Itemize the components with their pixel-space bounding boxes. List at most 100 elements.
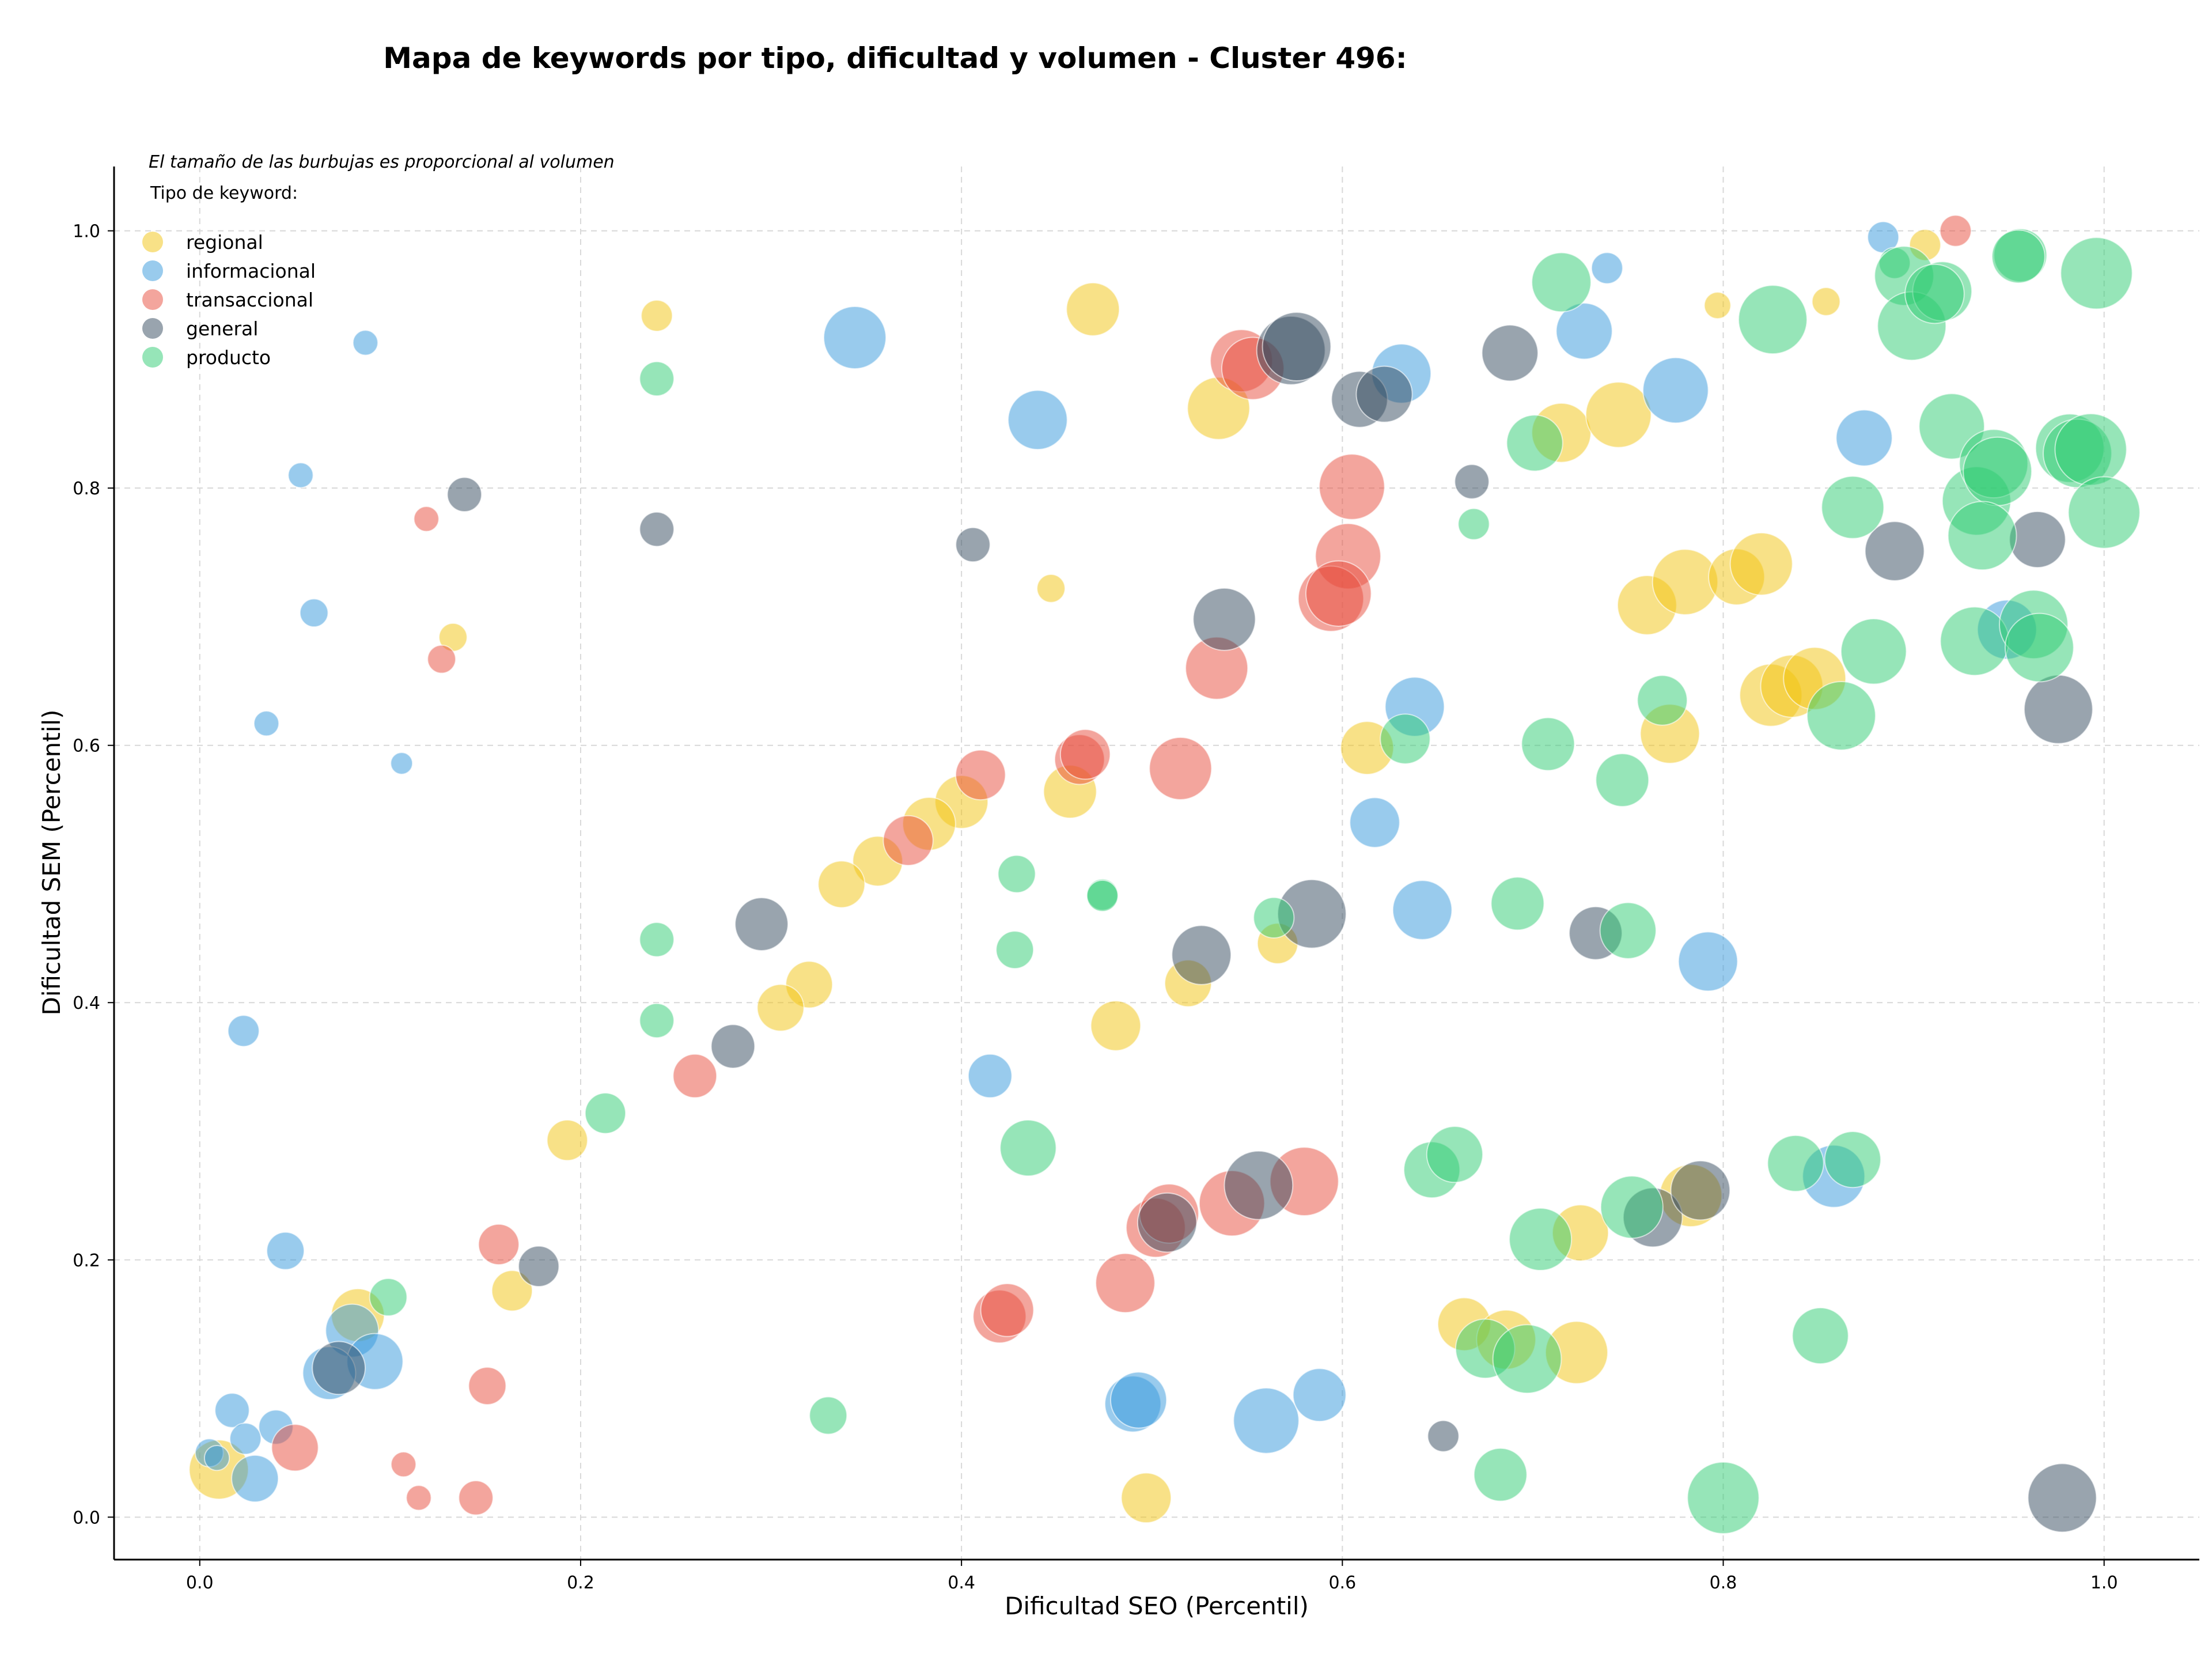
legend-marker-transaccional bbox=[142, 289, 163, 310]
transaccional-point bbox=[427, 644, 456, 674]
general-point bbox=[955, 527, 991, 563]
transaccional-point bbox=[1095, 1253, 1156, 1314]
legend-marker-informacional bbox=[142, 260, 163, 281]
producto-point bbox=[1821, 475, 1885, 539]
legend-label-informacional: informacional bbox=[186, 260, 316, 282]
producto-point bbox=[1600, 1175, 1664, 1239]
transaccional-point bbox=[1939, 214, 1972, 247]
informacional-point bbox=[1109, 1371, 1168, 1429]
regional-point bbox=[1066, 282, 1120, 336]
producto-point bbox=[584, 1092, 627, 1134]
transaccional-point bbox=[468, 1367, 507, 1405]
producto-point bbox=[1506, 414, 1563, 472]
general-point bbox=[734, 897, 789, 951]
producto-point bbox=[639, 922, 675, 958]
y-tick-label: 0.6 bbox=[73, 736, 100, 756]
informacional-point bbox=[967, 1053, 1013, 1099]
informacional-point bbox=[227, 1015, 260, 1047]
x-axis-label: Dificultad SEO (Percentil) bbox=[1005, 1592, 1309, 1620]
transaccional-point bbox=[1059, 729, 1111, 780]
legend-marker-general bbox=[142, 318, 163, 339]
producto-point bbox=[1947, 501, 2017, 571]
legend-marker-regional bbox=[142, 232, 163, 252]
x-tick-label: 0.8 bbox=[1710, 1573, 1737, 1593]
informacional-point bbox=[352, 330, 378, 356]
producto-point bbox=[1637, 675, 1688, 726]
general-point bbox=[1670, 1160, 1731, 1221]
informacional-point bbox=[229, 1422, 262, 1455]
informacional-point bbox=[1233, 1387, 1300, 1454]
informacional-point bbox=[390, 752, 414, 775]
informacional-point bbox=[823, 305, 887, 369]
producto-point bbox=[1595, 753, 1650, 807]
producto-point bbox=[1940, 606, 2010, 676]
legend: regional informacional transaccional genera… bbox=[142, 231, 316, 369]
general-point bbox=[639, 511, 675, 547]
y-tick-label: 0.2 bbox=[73, 1251, 100, 1271]
size-note: El tamaño de las burbujas es proporciona… bbox=[149, 152, 615, 172]
informacional-point bbox=[1590, 252, 1623, 285]
informacional-point bbox=[1349, 797, 1400, 848]
transaccional-point bbox=[672, 1053, 718, 1099]
transaccional-point bbox=[955, 749, 1006, 801]
transaccional-point bbox=[980, 1282, 1035, 1337]
producto-point bbox=[2054, 413, 2127, 486]
informacional-point bbox=[214, 1393, 250, 1428]
producto-point bbox=[2067, 476, 2141, 549]
general-point bbox=[1355, 365, 1413, 423]
transaccional-point bbox=[406, 1485, 432, 1511]
y-ticks: 0.0 0.2 0.4 0.6 0.8 1.0 bbox=[73, 222, 114, 1528]
informacional-point bbox=[299, 598, 329, 628]
producto-point bbox=[1509, 1208, 1573, 1272]
producto-point bbox=[1904, 263, 1965, 324]
general-point bbox=[1137, 1192, 1198, 1253]
informacional-point bbox=[253, 710, 280, 737]
informacional-point bbox=[1392, 880, 1453, 940]
informacional-point bbox=[1292, 1368, 1347, 1422]
producto-point bbox=[1791, 1307, 1849, 1365]
producto-point bbox=[809, 1396, 848, 1435]
regional-point bbox=[817, 860, 866, 909]
producto-point bbox=[1840, 618, 1907, 685]
x-tick-label: 0.6 bbox=[1328, 1573, 1356, 1593]
regional-point bbox=[756, 983, 805, 1032]
regional-point bbox=[1703, 292, 1732, 320]
informacional-point bbox=[231, 1454, 279, 1503]
transaccional-point bbox=[413, 506, 440, 532]
general-point bbox=[1262, 312, 1332, 381]
y-tick-label: 0.4 bbox=[73, 993, 100, 1013]
producto-point bbox=[1492, 1324, 1562, 1394]
legend-title: Tipo de keyword: bbox=[150, 183, 298, 203]
x-tick-label: 0.4 bbox=[948, 1573, 975, 1593]
informacional-point bbox=[1007, 389, 1068, 451]
transaccional-point bbox=[882, 815, 934, 867]
x-tick-label: 0.0 bbox=[186, 1573, 214, 1593]
general-point bbox=[1864, 521, 1925, 581]
producto-point bbox=[639, 1002, 675, 1039]
producto-point bbox=[1687, 1461, 1760, 1534]
producto-point bbox=[1253, 896, 1295, 939]
transaccional-point bbox=[478, 1223, 520, 1266]
legend-label-general: general bbox=[186, 317, 258, 340]
y-axis-label: Dificultad SEM (Percentil) bbox=[37, 710, 66, 1016]
grid bbox=[114, 167, 2199, 1560]
producto-point bbox=[1490, 876, 1545, 931]
series-informacional bbox=[194, 221, 2037, 1503]
producto-point bbox=[2060, 237, 2133, 310]
producto-point bbox=[1963, 436, 2032, 506]
chart-title: Mapa de keywords por tipo, dificultad y … bbox=[383, 41, 1407, 75]
general-point bbox=[2027, 1463, 2097, 1533]
transaccional-point bbox=[390, 1451, 417, 1478]
x-tick-label: 1.0 bbox=[2090, 1573, 2118, 1593]
producto-point bbox=[1767, 1134, 1824, 1192]
general-point bbox=[1192, 587, 1256, 651]
data-points bbox=[188, 214, 2141, 1534]
regional-point bbox=[491, 1270, 533, 1312]
informacional-point bbox=[203, 1445, 230, 1471]
producto-point bbox=[369, 1278, 408, 1316]
y-tick-label: 0.8 bbox=[73, 479, 100, 499]
legend-marker-producto bbox=[142, 347, 163, 368]
general-point bbox=[1427, 1420, 1460, 1452]
transaccional-point bbox=[458, 1480, 494, 1516]
informacional-point bbox=[1555, 302, 1613, 360]
